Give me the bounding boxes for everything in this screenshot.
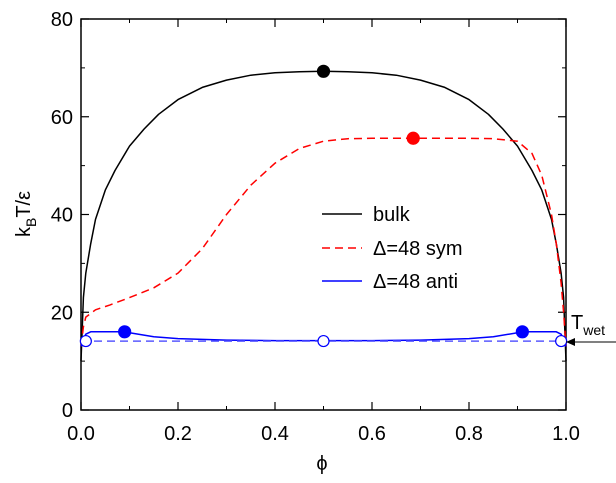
- t-wet-annotation: Twet: [566, 312, 616, 346]
- x-tick-label: 0.2: [164, 423, 192, 445]
- t-wet-label-main: T: [571, 312, 583, 334]
- y-axis-label: kBT/ε: [13, 191, 39, 237]
- t-wet-label: Twet: [571, 312, 605, 338]
- x-tick-label: 0.0: [67, 423, 95, 445]
- x-axis-label: ϕ: [316, 453, 327, 475]
- y-axis-label-rest: T/ε: [13, 191, 35, 218]
- t-wet-arrow-head: [566, 338, 575, 346]
- legend: bulk Δ=48 sym Δ=48 anti: [322, 204, 463, 293]
- y-tick-label: 0: [62, 400, 73, 422]
- critical-point-marker-2: [118, 325, 132, 339]
- series-layer: [80, 70, 567, 362]
- x-tick-label: 1.0: [552, 423, 580, 445]
- legend-label-bulk: bulk: [373, 204, 411, 226]
- y-tick-label: 20: [51, 302, 73, 324]
- tick-labels: 0.0 0.2 0.4 0.6 0.8 1.0 0 20 40 60 80: [51, 9, 580, 445]
- critical-point-marker-0: [316, 64, 331, 78]
- x-tick-label: 0.6: [358, 423, 386, 445]
- x-tick-label: 0.8: [455, 423, 483, 445]
- y-tick-label: 80: [51, 9, 73, 31]
- y-tick-label: 60: [51, 107, 73, 129]
- marker-layer: [79, 64, 568, 348]
- y-tick-label: 40: [51, 205, 73, 227]
- legend-label-sym: Δ=48 sym: [373, 238, 463, 260]
- critical-point-marker-3: [515, 325, 529, 339]
- y-axis-label-sub: B: [23, 218, 39, 227]
- series-line-0: [80, 70, 567, 362]
- x-tick-label: 0.4: [261, 423, 289, 445]
- t-wet-label-sub: wet: [582, 322, 605, 338]
- critical-point-marker-1: [406, 131, 420, 145]
- legend-label-anti: Δ=48 anti: [373, 271, 458, 293]
- y-axis-label-k: k: [13, 226, 35, 237]
- open-point-marker-5: [317, 334, 330, 348]
- open-point-marker-6: [555, 334, 568, 348]
- series-line-1: [80, 137, 567, 347]
- open-point-marker-4: [79, 334, 92, 348]
- axis-ticks: [80, 18, 567, 411]
